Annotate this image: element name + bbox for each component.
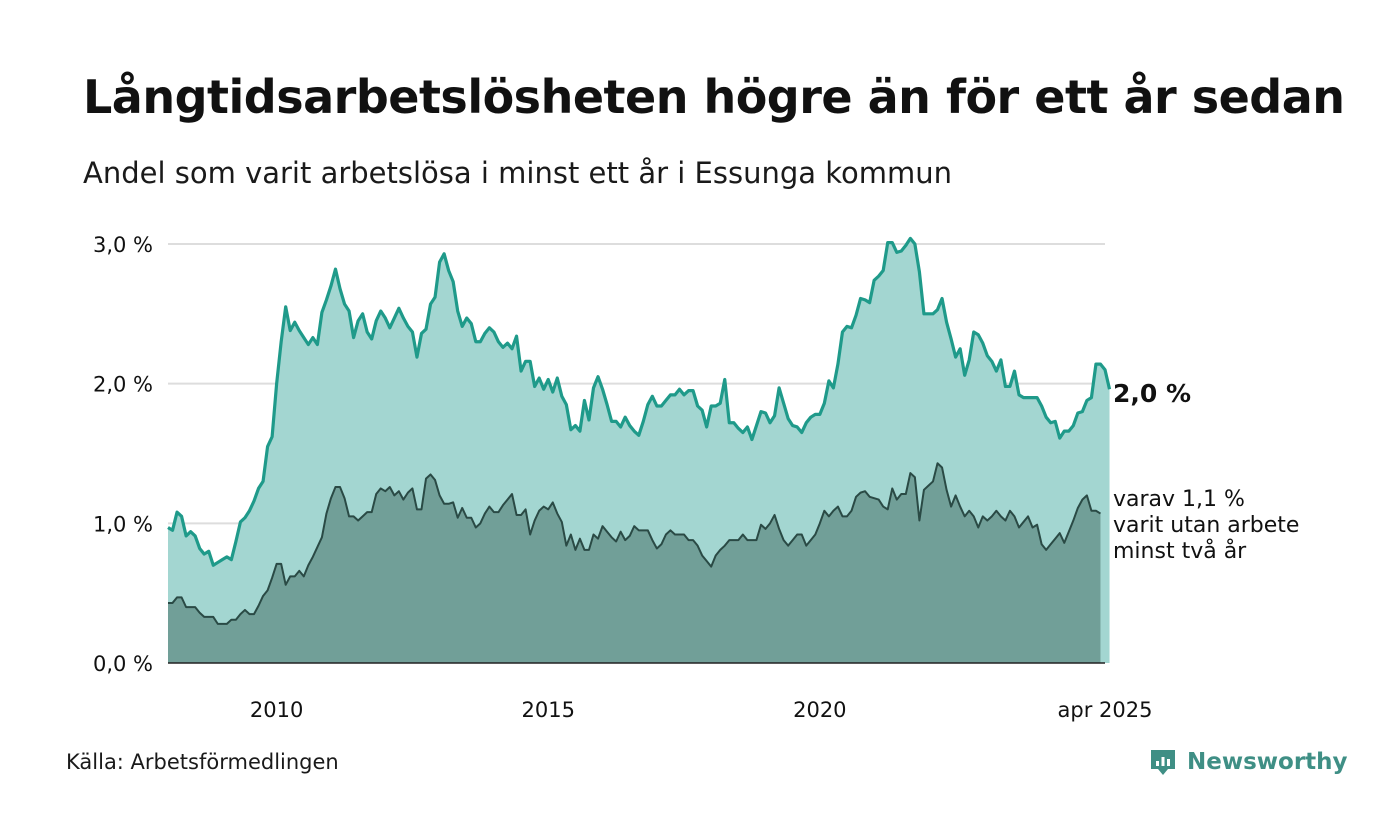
x-tick-label: apr 2025	[1058, 698, 1153, 722]
x-axis-ticks: 2010 2015 2020 apr 2025	[250, 698, 1153, 722]
x-tick-label: 2015	[522, 698, 575, 722]
y-axis-ticks: 0,0 % 1,0 % 2,0 % 3,0 %	[93, 233, 153, 676]
end-label-main: 2,0 %	[1113, 379, 1191, 408]
y-tick-label: 2,0 %	[93, 373, 153, 397]
end-label-sub: varav 1,1 % varit utan arbete minst två …	[1113, 487, 1299, 564]
chart-area: 0,0 % 1,0 % 2,0 % 3,0 % 2010 2015 2020 apr 202…	[93, 233, 1299, 722]
brand-name: Newsworthy	[1187, 749, 1348, 775]
y-tick-label: 1,0 %	[93, 512, 153, 536]
x-tick-label: 2020	[793, 698, 846, 722]
area-minst-tva-ar	[168, 463, 1101, 663]
brand-logo: Newsworthy	[1148, 744, 1348, 780]
end-label-sub-line-3: minst två år	[1113, 538, 1247, 564]
end-label-sub-line-1: varav 1,1 %	[1113, 487, 1245, 512]
y-tick-label: 3,0 %	[93, 233, 153, 257]
chart-subtitle: Andel som varit arbetslösa i minst ett å…	[83, 156, 952, 190]
end-label-sub-line-2: varit utan arbete	[1113, 513, 1299, 538]
y-tick-label: 0,0 %	[93, 652, 153, 676]
x-tick-label: 2010	[250, 698, 303, 722]
newsworthy-logo-icon	[1151, 750, 1175, 775]
line-minst-ett-ar	[167, 236, 1112, 567]
line-minst-tva-ar	[168, 462, 1101, 625]
source-note: Källa: Arbetsförmedlingen	[66, 750, 339, 774]
chart-title: Långtidsarbetslösheten högre än för ett …	[83, 70, 1345, 124]
